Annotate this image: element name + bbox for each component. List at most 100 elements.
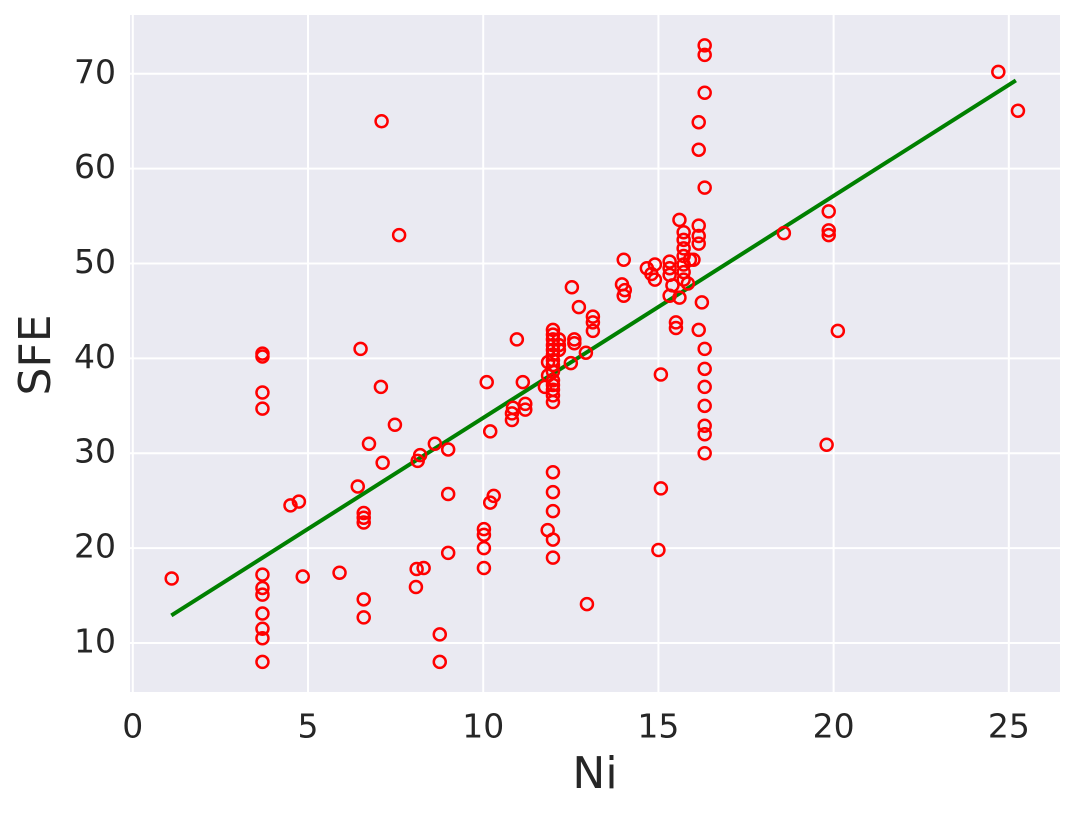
data-point xyxy=(255,621,270,636)
data-point xyxy=(540,354,556,370)
data-point xyxy=(585,309,601,324)
data-point xyxy=(697,379,712,395)
x-tick-label: 0 xyxy=(122,707,143,746)
data-point xyxy=(545,388,561,403)
data-point xyxy=(356,515,371,530)
y-tick-label: 40 xyxy=(74,337,116,376)
x-axis-label: Ni xyxy=(572,748,617,799)
data-point xyxy=(563,355,579,371)
data-point xyxy=(476,521,492,537)
data-point xyxy=(427,436,443,452)
data-point xyxy=(440,486,456,502)
data-point xyxy=(432,627,448,642)
data-point xyxy=(545,394,561,410)
data-point xyxy=(361,436,377,452)
data-point xyxy=(408,579,424,595)
data-point xyxy=(356,610,371,625)
data-point xyxy=(479,374,494,390)
data-point xyxy=(409,561,424,577)
data-point xyxy=(691,218,706,233)
data-point xyxy=(391,227,407,243)
data-point xyxy=(482,424,498,439)
data-point xyxy=(691,236,706,251)
data-point xyxy=(819,437,834,452)
data-point xyxy=(567,335,582,351)
data-point xyxy=(356,510,371,525)
data-point xyxy=(564,279,580,295)
data-point xyxy=(680,276,696,291)
data-point xyxy=(616,252,631,267)
data-point xyxy=(617,282,633,298)
data-point xyxy=(255,606,270,621)
data-point xyxy=(545,550,561,565)
data-point xyxy=(821,204,836,219)
data-point xyxy=(697,445,712,461)
data-point xyxy=(255,346,270,361)
data-point xyxy=(697,398,712,414)
data-point xyxy=(691,322,706,338)
data-point xyxy=(545,484,561,500)
x-tick-label: 10 xyxy=(462,707,504,746)
data-point xyxy=(691,114,706,130)
data-point xyxy=(579,596,595,612)
data-point xyxy=(585,323,601,339)
data-point xyxy=(537,379,553,395)
data-point xyxy=(255,630,270,646)
plot-background xyxy=(130,15,1060,692)
x-tick-label: 15 xyxy=(637,707,679,746)
data-point xyxy=(571,299,587,315)
data-point xyxy=(676,224,691,240)
data-point xyxy=(616,288,631,304)
data-point xyxy=(356,505,371,521)
data-point xyxy=(668,320,684,336)
data-point xyxy=(551,332,567,347)
data-point xyxy=(697,361,712,377)
y-tick-label: 60 xyxy=(74,147,116,186)
data-point xyxy=(662,261,677,276)
y-tick-label: 20 xyxy=(74,527,116,566)
data-point xyxy=(540,522,555,538)
data-point xyxy=(551,342,567,358)
y-tick-label: 30 xyxy=(74,432,116,471)
data-point xyxy=(651,542,666,558)
data-point xyxy=(991,64,1006,80)
data-point xyxy=(255,567,270,582)
data-point xyxy=(486,488,501,504)
data-point xyxy=(283,498,298,513)
fit-line xyxy=(170,78,1017,618)
data-point xyxy=(551,337,567,353)
data-point xyxy=(647,272,663,287)
data-point xyxy=(504,406,520,421)
data-point xyxy=(255,587,270,602)
data-point xyxy=(821,227,836,243)
data-point xyxy=(545,503,561,519)
y-tick-label: 70 xyxy=(74,52,116,91)
data-point xyxy=(830,323,846,339)
data-point xyxy=(653,367,669,382)
data-point xyxy=(515,374,531,390)
data-point xyxy=(476,527,492,543)
x-tick-label: 5 xyxy=(298,707,319,746)
data-point xyxy=(697,341,712,357)
data-point xyxy=(662,254,677,269)
data-point xyxy=(255,401,270,416)
data-point xyxy=(697,180,712,195)
data-point xyxy=(440,442,456,457)
data-point xyxy=(353,341,368,357)
data-point xyxy=(585,315,601,330)
data-point xyxy=(373,379,389,395)
data-point xyxy=(776,225,792,241)
data-point xyxy=(697,38,712,53)
data-point xyxy=(653,481,669,496)
y-axis-label: SFE xyxy=(10,314,61,395)
data-point xyxy=(332,565,347,581)
data-point xyxy=(676,272,691,287)
data-point xyxy=(821,223,836,238)
data-point xyxy=(375,455,390,470)
data-point xyxy=(545,464,561,480)
data-point xyxy=(672,212,687,228)
data-point xyxy=(374,113,389,129)
data-point xyxy=(255,385,270,400)
data-point xyxy=(676,232,691,248)
